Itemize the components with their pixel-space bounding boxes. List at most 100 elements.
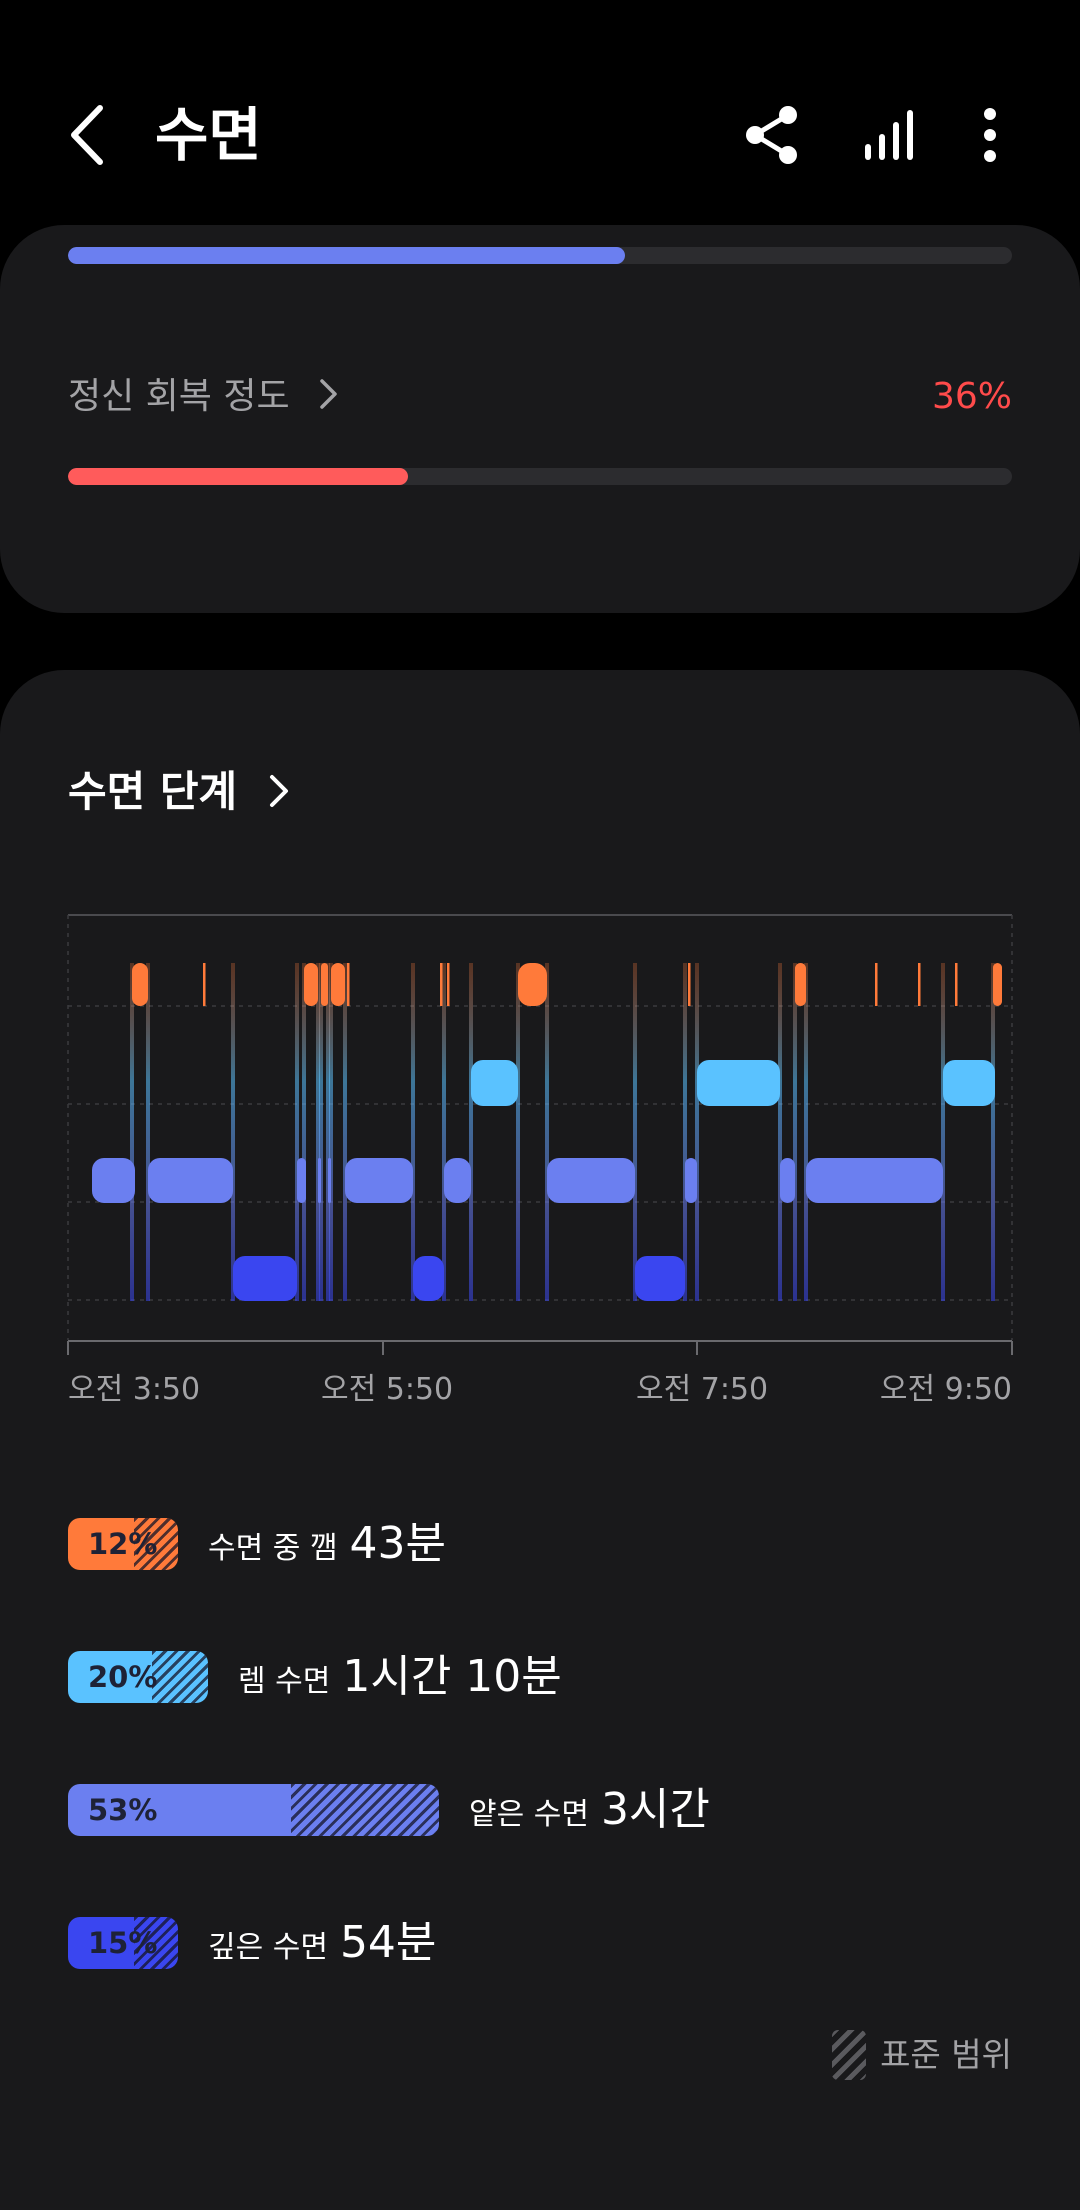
stage-transition-line	[991, 963, 995, 1301]
sleep-stages-link[interactable]: 수면 단계	[68, 762, 294, 822]
stage-block	[328, 1158, 331, 1203]
stage-transition-line	[231, 963, 235, 1301]
stage-block	[331, 963, 345, 1006]
awake-tick	[875, 963, 878, 1006]
stage-transition-line	[316, 963, 320, 1301]
stage-transition-line	[442, 963, 446, 1301]
stage-block	[806, 1158, 943, 1203]
stage-block	[413, 1256, 444, 1301]
stage-block	[92, 1158, 135, 1203]
share-icon	[746, 106, 797, 164]
stage-transition-line	[343, 963, 347, 1301]
standard-range-hatch	[152, 1651, 208, 1703]
stage-percent: 12%	[88, 1527, 158, 1561]
stage-transition-line	[633, 963, 637, 1301]
stage-block	[321, 963, 328, 1006]
stage-duration: 3시간	[600, 1784, 710, 1835]
stage-transition-line	[804, 963, 808, 1301]
stage-block	[547, 1158, 635, 1203]
stage-bar-awake	[68, 1518, 178, 1570]
stage-transition-line	[130, 963, 134, 1301]
stage-label: 깊은 수면 54분	[208, 1917, 436, 1974]
awake-tick	[688, 963, 691, 1006]
stage-block	[993, 963, 1002, 1006]
stage-transition-line	[469, 963, 473, 1301]
stage-percent: 53%	[88, 1793, 158, 1827]
stage-block	[304, 963, 318, 1006]
awake-tick	[918, 963, 921, 1006]
stage-transition-line	[683, 963, 687, 1301]
mental-recovery-link[interactable]: 정신 회복 정도	[68, 372, 343, 422]
page-title: 수면	[155, 101, 262, 169]
stage-block	[318, 1158, 321, 1203]
stage-name: 수면 중 깸	[208, 1531, 338, 1566]
mental-recovery-label: 정신 회복 정도	[68, 376, 290, 417]
x-tick-label: 오전 5:50	[321, 1372, 454, 1407]
stage-transition-line	[545, 963, 549, 1301]
stage-name: 얕은 수면	[469, 1797, 589, 1832]
stage-duration: 54분	[339, 1917, 437, 1968]
chevron-left-icon	[71, 105, 103, 165]
top-progress-fill	[68, 247, 625, 264]
stage-percent: 20%	[88, 1660, 158, 1694]
stage-bar-deep	[68, 1917, 178, 1969]
stats-button[interactable]	[853, 100, 923, 170]
hypnogram-chart	[67, 914, 1013, 1355]
stage-blocks	[92, 963, 1002, 1301]
chevron-right-icon	[320, 379, 337, 409]
mental-recovery-fill	[68, 468, 408, 485]
awake-tick	[955, 963, 958, 1006]
stage-block	[697, 1060, 780, 1106]
stage-block	[233, 1256, 297, 1301]
stage-transition-line	[411, 963, 415, 1301]
stage-block	[345, 1158, 413, 1203]
stage-block	[685, 1158, 697, 1203]
stage-transition-line	[329, 963, 333, 1301]
stage-block	[780, 1158, 795, 1203]
stage-block	[148, 1158, 233, 1203]
mental-recovery-bar	[68, 468, 1012, 485]
recovery-card: 정신 회복 정도 36%	[0, 225, 1080, 613]
x-tick-label: 오전 9:50	[879, 1372, 1012, 1407]
signal-bars-icon	[865, 110, 913, 160]
awake-tick	[203, 963, 206, 1006]
top-progress-bar	[68, 247, 1012, 264]
stage-bar-light	[68, 1784, 439, 1836]
stage-percent: 15%	[88, 1926, 158, 1960]
stage-transition-line	[295, 963, 299, 1301]
stage-block	[471, 1060, 518, 1106]
hatch-swatch-icon	[832, 2030, 867, 2080]
stage-block	[795, 963, 806, 1006]
sleep-stages-title: 수면 단계	[68, 767, 238, 816]
chart-grid	[67, 914, 1013, 1355]
awake-tick	[347, 963, 350, 1006]
stage-transition-line	[695, 963, 699, 1301]
stage-block	[635, 1256, 685, 1301]
stage-name: 깊은 수면	[208, 1930, 328, 1965]
stage-block	[444, 1158, 471, 1203]
stage-label: 얕은 수면 3시간	[469, 1784, 710, 1841]
stage-label: 수면 중 깸 43분	[208, 1518, 446, 1575]
stage-transitions	[130, 963, 995, 1301]
back-button[interactable]	[60, 100, 120, 170]
stage-transition-line	[941, 963, 945, 1301]
stage-transition-line	[302, 963, 306, 1301]
stage-transition-line	[793, 963, 797, 1301]
standard-range-hatch	[134, 1518, 178, 1570]
mental-recovery-value: 36%	[931, 376, 1012, 417]
stage-block	[518, 963, 547, 1006]
stage-transition-line	[326, 963, 330, 1301]
chevron-right-icon	[269, 775, 288, 807]
stage-block	[297, 1158, 306, 1203]
stage-name: 렘 수면	[238, 1664, 331, 1699]
standard-range-legend: 표준 범위	[832, 2030, 1012, 2080]
awake-tick	[440, 963, 443, 1006]
stage-duration: 1시간 10분	[342, 1651, 562, 1702]
legend-label: 표준 범위	[880, 2035, 1012, 2074]
stage-label: 렘 수면 1시간 10분	[238, 1651, 562, 1708]
x-tick-label: 오전 7:50	[636, 1372, 769, 1407]
share-button[interactable]	[738, 100, 808, 170]
more-options-button[interactable]	[955, 100, 1025, 170]
stage-transition-line	[319, 963, 323, 1301]
app-bar: 수면	[0, 0, 1080, 220]
